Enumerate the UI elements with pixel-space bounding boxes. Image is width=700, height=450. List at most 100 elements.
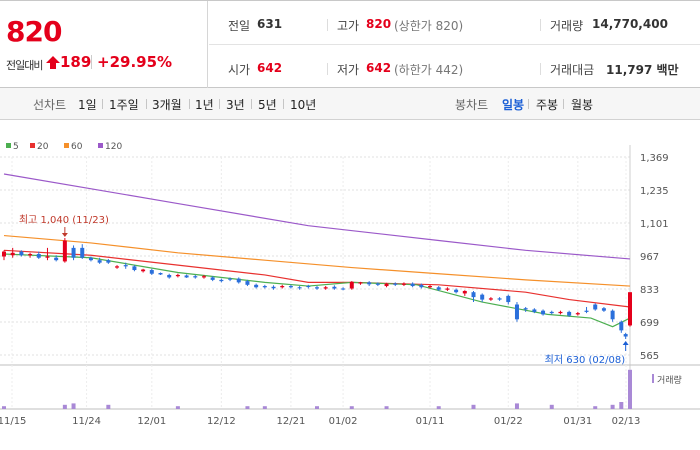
x-tick-label: 12/01 [137,416,166,427]
chart-annotations: 최고 1,040 (11/23) 최저 630 (02/08) [19,214,629,366]
price-axis: 1,369 1,235 1,101 967 833 699 565 [640,153,669,362]
volume-bar [549,404,554,409]
current-price: 820 [6,15,62,48]
stats-divider [540,63,541,75]
change-value: 189 [60,53,92,71]
candle-body [254,284,259,288]
candle-body [480,294,485,300]
candle-monthly-button[interactable]: 월봉 [571,98,594,112]
y-tick-label: 699 [640,318,659,329]
candle-body [471,292,476,298]
toolbar-divider [219,99,220,109]
x-tick-label: 11/15 [0,416,26,427]
moving-average-lines [3,173,631,328]
high-label: 고가 [337,19,360,33]
volume-bar [62,404,67,409]
candle-body [497,298,502,300]
period-1w-button[interactable]: 1주일 [109,98,139,112]
x-tick-label: 02/13 [612,416,641,427]
period-1d-button[interactable]: 1일 [78,98,97,112]
toolbar-divider [563,99,564,109]
candle-body [306,286,311,288]
y-tick-label: 1,369 [640,153,669,164]
candle-weekly-button[interactable]: 주봉 [536,98,559,112]
candle-body [349,281,354,289]
prev-close-value: 631 [257,17,283,31]
y-tick-label: 1,101 [640,219,669,230]
change-divider [91,55,92,69]
low-annotation: 최저 630 (02/08) [545,354,626,366]
ma120-line [3,173,631,260]
candle-body [141,269,146,272]
x-tick-label: 01/22 [494,416,523,427]
x-tick-label: 12/12 [207,416,236,427]
toolbar-divider [283,99,284,109]
amount-label: 거래대금 [550,63,595,77]
volume-bar [593,406,598,409]
toolbar-divider [251,99,252,109]
candle-body [288,286,293,288]
candle-body [2,251,6,257]
legend-label: 5 [13,142,19,152]
ma5-line [3,253,631,328]
period-3y-button[interactable]: 3년 [226,98,245,112]
candle-body [454,289,459,293]
candle-body [210,277,215,280]
legend-swatch [98,143,103,148]
open-value: 642 [257,61,283,75]
candle-body [80,247,85,258]
candle-body [19,251,24,256]
prev-close-label: 전일 [228,19,251,33]
candle-body [375,283,380,285]
candle-body [54,257,59,261]
period-5y-button[interactable]: 5년 [258,98,277,112]
volume-bar [262,406,267,409]
candle-body [28,254,33,256]
candle-body [593,304,598,310]
candle-body [45,256,50,258]
stats-divider [327,63,328,75]
quote-header: 820 전일대비 189 +29.95% 전일 631 고가 820 (상한가 … [0,0,700,88]
high-annotation: 최고 1,040 (11/23) [19,214,109,226]
x-tick-label: 12/21 [277,416,306,427]
volume-bar [315,406,319,409]
legend-swatch [6,143,11,148]
upper-limit: (상한가 820) [394,19,464,33]
candle-body [175,274,180,277]
candle-body [332,286,337,289]
high-arrow-icon [61,233,68,238]
candle-body [575,313,580,315]
candle-body [341,288,346,290]
candle-chart-label: 봉차트 [455,98,489,112]
candle-body [419,284,424,288]
x-tick-label: 01/11 [416,416,445,427]
price-chart: 5 20 60 120 1,369 1,235 1,101 967 833 699 565 최고 … [0,142,700,427]
volume-bar [2,406,6,409]
x-tick-label: 01/02 [329,416,358,427]
volume-bar [384,406,389,409]
candle-body [462,290,467,294]
volume-bar [471,404,476,409]
low-label: 저가 [337,63,360,77]
candle-body [280,286,285,288]
candle-body [401,283,406,285]
candle-body [558,311,563,314]
price-box: 820 전일대비 189 +29.95% [0,1,208,88]
y-tick-label: 1,235 [640,186,669,197]
candle-body [97,260,102,263]
y-tick-label: 833 [640,285,659,296]
toolbar-divider [189,99,190,109]
candle-body [167,274,172,278]
candle-body [123,265,128,267]
period-10y-button[interactable]: 10년 [290,98,317,112]
period-1y-button[interactable]: 1년 [195,98,214,112]
candle-daily-button[interactable]: 일봉 [502,98,525,112]
candle-body [228,278,233,280]
period-3m-button[interactable]: 3개월 [152,98,182,112]
x-tick-label: 11/24 [72,416,101,427]
legend-label: 60 [71,142,83,152]
low-value: 642 [366,61,392,75]
legend-label: 20 [37,142,49,152]
candle-body [384,283,389,287]
